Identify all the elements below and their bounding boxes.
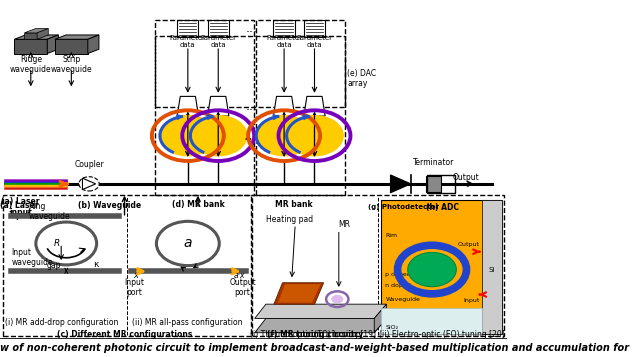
Circle shape	[79, 177, 99, 191]
Bar	[427, 175, 455, 193]
Polygon shape	[374, 304, 387, 333]
Polygon shape	[24, 33, 37, 39]
Text: R: R	[54, 239, 60, 248]
Circle shape	[255, 115, 314, 156]
Text: Input: Input	[463, 298, 479, 303]
Bar	[207, 20, 229, 37]
Polygon shape	[83, 178, 95, 190]
Text: ...: ...	[245, 100, 257, 113]
Polygon shape	[273, 96, 295, 116]
Polygon shape	[390, 175, 411, 193]
Polygon shape	[207, 96, 229, 116]
Text: (f) MR tuning circuitry: (f) MR tuning circuitry	[268, 330, 364, 339]
Polygon shape	[37, 29, 48, 39]
Text: Terminator: Terminator	[413, 158, 454, 167]
Circle shape	[36, 222, 97, 265]
Text: (i) MR add-drop configuration: (i) MR add-drop configuration	[4, 318, 118, 327]
Bar	[482, 200, 502, 334]
Circle shape	[156, 221, 220, 266]
Text: Waveguide: Waveguide	[385, 297, 420, 302]
Text: MR bank: MR bank	[275, 200, 313, 209]
Bar	[304, 20, 325, 37]
Text: (a) Laser
input: (a) Laser input	[1, 197, 40, 217]
Text: (b) Waveguide: (b) Waveguide	[77, 201, 141, 210]
Text: (i) Thermo-optic (TO) tuning [19]: (i) Thermo-optic (TO) tuning [19]	[250, 330, 376, 339]
Polygon shape	[278, 284, 321, 303]
Text: Si: Si	[488, 267, 495, 272]
Text: Coupler: Coupler	[74, 160, 104, 169]
Text: (g) Photodetector: (g) Photodetector	[367, 204, 438, 210]
Polygon shape	[47, 35, 58, 54]
Bar	[381, 308, 482, 334]
Text: ...: ...	[245, 22, 257, 35]
Text: (h) ADC: (h) ADC	[426, 202, 459, 212]
Text: Heating pad: Heating pad	[266, 215, 313, 224]
Bar	[3, 195, 251, 336]
Text: κ: κ	[93, 260, 99, 270]
Polygon shape	[177, 96, 198, 116]
Text: (c) Different MR configurations: (c) Different MR configurations	[57, 330, 192, 339]
Text: (a) Laser
input: (a) Laser input	[1, 201, 39, 220]
Bar	[426, 176, 441, 192]
Polygon shape	[55, 39, 88, 54]
Bar	[273, 20, 295, 37]
Text: (ii) Electro-optic (EO) tuning [20]: (ii) Electro-optic (EO) tuning [20]	[380, 330, 505, 339]
Text: Parameter
data: Parameter data	[200, 35, 236, 47]
Text: (e) DAC
array: (e) DAC array	[348, 69, 376, 88]
Text: Output: Output	[458, 242, 479, 247]
Text: p doped: p doped	[385, 272, 411, 277]
Text: a: a	[184, 236, 192, 251]
Bar	[381, 200, 502, 334]
Text: Output
port: Output port	[229, 278, 256, 297]
Text: ...: ...	[244, 128, 259, 143]
Text: Strip
waveguide: Strip waveguide	[51, 55, 92, 74]
Text: Input
port: Input port	[125, 278, 145, 297]
Bar	[155, 20, 253, 195]
Text: a·x: a·x	[234, 271, 245, 280]
Text: Input
waveguide: Input waveguide	[12, 248, 53, 267]
Polygon shape	[24, 29, 48, 33]
Polygon shape	[14, 35, 58, 39]
Circle shape	[408, 252, 456, 287]
Text: (d) MR bank: (d) MR bank	[172, 200, 225, 209]
Text: n doped: n doped	[385, 283, 411, 288]
Text: (ii) MR all-pass configuration: (ii) MR all-pass configuration	[132, 318, 242, 327]
Text: Parameter
data: Parameter data	[170, 35, 206, 47]
Text: Ridge
waveguide: Ridge waveguide	[10, 55, 52, 74]
Text: x: x	[134, 271, 139, 280]
Circle shape	[332, 295, 344, 303]
Circle shape	[285, 115, 344, 156]
Polygon shape	[88, 35, 99, 54]
Text: Parameter
data: Parameter data	[266, 35, 302, 47]
Circle shape	[189, 115, 248, 156]
Text: Ring
waveguide: Ring waveguide	[28, 202, 70, 221]
Text: Rim: Rim	[385, 233, 397, 238]
Bar	[256, 20, 345, 195]
Bar	[155, 36, 345, 107]
Text: Parameter
data: Parameter data	[296, 35, 333, 47]
Text: w of non-coherent photonic circuit to implement broadcast-and-weight-based multi: w of non-coherent photonic circuit to im…	[1, 343, 629, 353]
Text: MR: MR	[338, 220, 350, 230]
Text: Output: Output	[453, 173, 480, 182]
Text: gap: gap	[46, 261, 61, 270]
Polygon shape	[255, 304, 387, 318]
Circle shape	[159, 115, 217, 156]
Polygon shape	[274, 283, 324, 304]
Polygon shape	[255, 318, 387, 333]
Bar	[177, 20, 198, 37]
Text: SiO₂: SiO₂	[385, 325, 399, 330]
Polygon shape	[55, 35, 99, 39]
Polygon shape	[14, 39, 47, 54]
Polygon shape	[304, 96, 325, 116]
Bar	[252, 195, 504, 336]
